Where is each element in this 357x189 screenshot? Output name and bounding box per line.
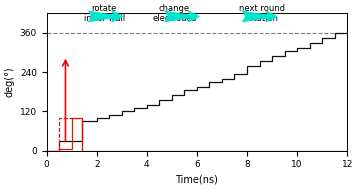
Text: change
electrodes: change electrodes <box>152 4 196 23</box>
Text: next round
rotation: next round rotation <box>239 4 285 23</box>
Y-axis label: deg(°): deg(°) <box>4 67 14 97</box>
Bar <box>59 118 82 151</box>
Text: rotate
inner wall: rotate inner wall <box>84 4 125 23</box>
X-axis label: Time(ns): Time(ns) <box>176 175 218 185</box>
